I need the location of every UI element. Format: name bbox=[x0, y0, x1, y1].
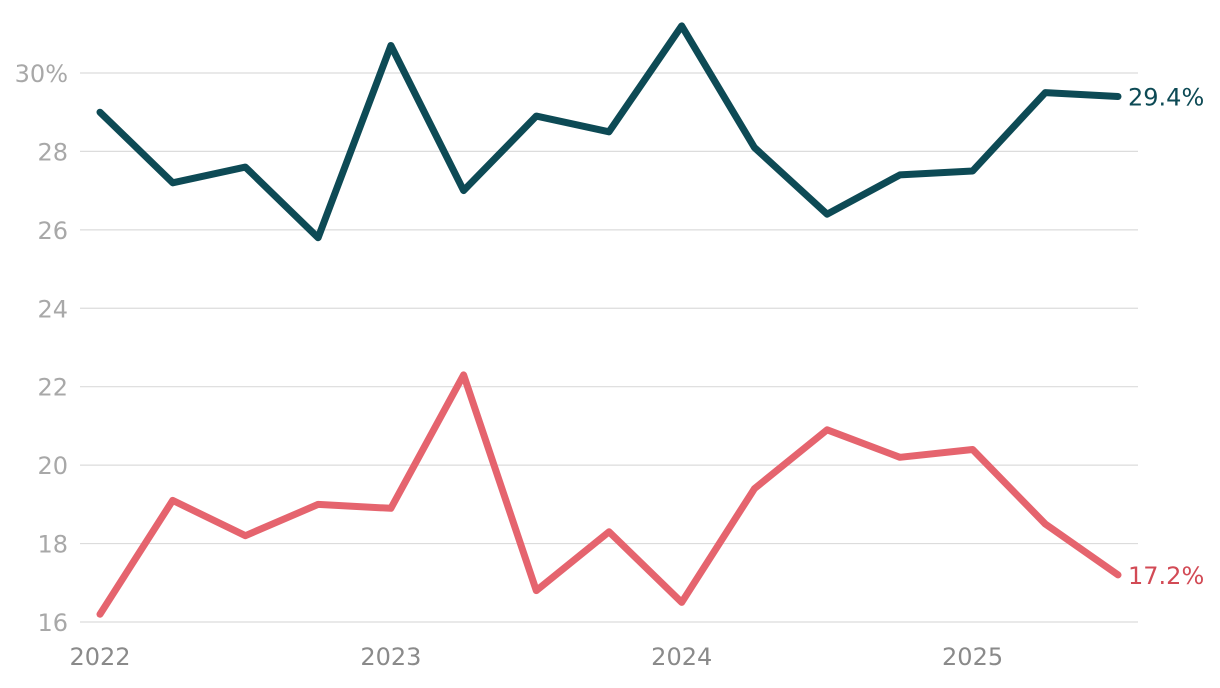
x-tick-label: 2023 bbox=[360, 643, 421, 671]
end-label-series-1: 29.4% bbox=[1128, 84, 1204, 112]
y-tick-label: 26 bbox=[37, 217, 68, 245]
grid-layer bbox=[80, 72, 1138, 623]
end-labels: 29.4% 17.2% bbox=[1128, 84, 1204, 590]
y-tick-label: 16 bbox=[37, 609, 68, 637]
x-tick-label: 2024 bbox=[651, 643, 712, 671]
y-tick-label: 22 bbox=[37, 374, 68, 402]
end-label-series-2: 17.2% bbox=[1128, 562, 1204, 590]
series-layer bbox=[96, 22, 1122, 618]
x-tick-label: 2025 bbox=[942, 643, 1003, 671]
series-line-2 bbox=[96, 371, 1122, 618]
y-tick-label: 20 bbox=[37, 452, 68, 480]
y-tick-label: 24 bbox=[37, 295, 68, 323]
y-tick-label: 18 bbox=[37, 531, 68, 559]
y-tick-label: 30% bbox=[15, 60, 68, 88]
y-tick-label: 28 bbox=[37, 138, 68, 166]
series-line-1 bbox=[96, 22, 1122, 242]
y-axis-ticks: 30% 28 26 24 22 20 18 16 bbox=[15, 60, 68, 637]
x-axis-ticks: 2022 2023 2024 2025 bbox=[69, 643, 1003, 671]
x-tick-label: 2022 bbox=[69, 643, 130, 671]
